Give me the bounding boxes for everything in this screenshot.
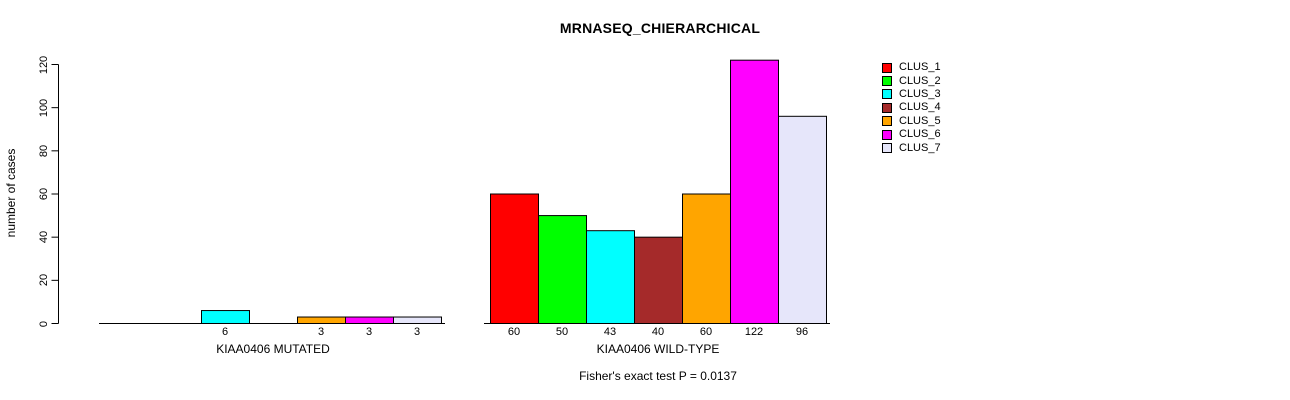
- legend-swatch-clus_5: [882, 116, 892, 127]
- legend-row: CLUS_5: [882, 115, 941, 128]
- y-tick-label: 20: [38, 274, 50, 287]
- bar-value-label: 60: [699, 326, 713, 338]
- x-group-label: KIAA0406 MUTATED: [216, 342, 330, 356]
- bar-clus_5: [297, 316, 346, 324]
- legend-swatch-clus_7: [882, 143, 892, 154]
- bar-clus_2: [538, 215, 587, 324]
- bar-clus_6: [730, 59, 779, 325]
- y-tick-label: 0: [38, 320, 50, 327]
- legend-label: CLUS_6: [899, 128, 941, 141]
- x-group-label: KIAA0406 WILD-TYPE: [596, 342, 720, 356]
- bar-clus_7: [778, 115, 827, 324]
- y-tick-label: 60: [38, 187, 50, 201]
- legend-row: CLUS_1: [882, 61, 941, 74]
- legend-swatch-clus_2: [882, 76, 892, 87]
- legend-swatch-clus_4: [882, 102, 892, 113]
- bar-value-label: 6: [221, 326, 229, 338]
- legend-row: CLUS_3: [882, 88, 941, 101]
- bar-clus_6: [345, 316, 394, 324]
- bar-value-label: 50: [555, 326, 569, 338]
- legend-swatch-clus_6: [882, 129, 892, 140]
- bar-clus_4: [634, 236, 683, 325]
- bar-value-label: 96: [795, 326, 809, 338]
- legend-row: CLUS_6: [882, 128, 941, 141]
- bar-clus_3: [201, 310, 250, 324]
- legend-label: CLUS_7: [899, 141, 941, 154]
- bar-value-label: 3: [317, 326, 325, 338]
- bar-value-label: 122: [744, 326, 764, 338]
- bar-value-label: 43: [603, 326, 617, 338]
- legend-label: CLUS_4: [899, 101, 941, 114]
- bar-clus_3: [586, 230, 635, 324]
- y-tick-label: 120: [38, 55, 50, 74]
- bar-value-label: 40: [651, 326, 665, 338]
- bar-value-label: 3: [365, 326, 373, 338]
- legend-row: CLUS_7: [882, 141, 941, 154]
- legend-label: CLUS_1: [899, 61, 941, 74]
- pvalue-footnote: Fisher's exact test P = 0.0137: [579, 369, 737, 383]
- legend-swatch-clus_1: [882, 62, 892, 73]
- bar-clus_5: [682, 193, 731, 324]
- legend-label: CLUS_5: [899, 114, 941, 127]
- legend-label: CLUS_2: [899, 74, 941, 87]
- y-tick-label: 80: [38, 144, 50, 157]
- legend: CLUS_1 CLUS_2 CLUS_3 CLUS_4 CLUS_5 CLUS_6 CLUS…: [882, 61, 941, 155]
- bar-value-label: 60: [507, 326, 521, 338]
- bar-clus_7: [393, 316, 442, 324]
- y-tick-label: 40: [38, 231, 50, 244]
- chart-title: MRNASEQ_CHIERARCHICAL: [559, 20, 761, 36]
- legend-label: CLUS_3: [899, 87, 941, 100]
- legend-row: CLUS_2: [882, 74, 941, 87]
- legend-row: CLUS_4: [882, 101, 941, 114]
- legend-swatch-clus_3: [882, 89, 892, 100]
- bar-value-label: 3: [413, 326, 421, 338]
- bar-clus_1: [490, 193, 539, 324]
- y-tick-label: 100: [38, 98, 50, 117]
